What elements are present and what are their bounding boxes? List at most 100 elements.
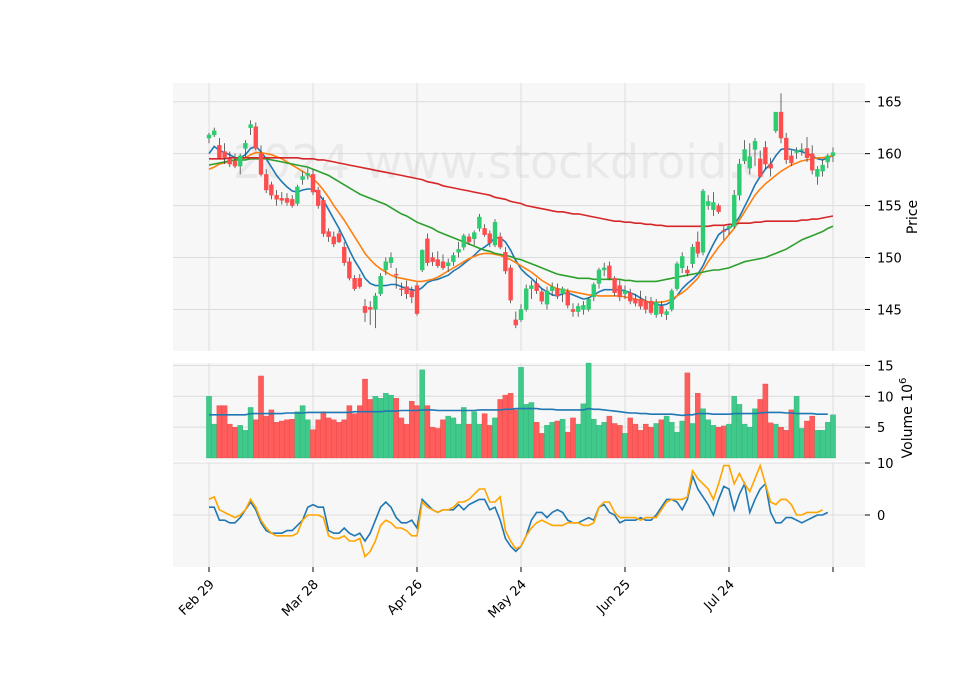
volume-bar [403,423,410,459]
volume-bar [216,405,223,459]
candle-body [269,184,274,196]
volume-bar [752,408,758,459]
candle-body [456,249,461,253]
candle-body [586,298,591,310]
volume-bar [570,417,576,459]
volume-bar [830,414,836,459]
volume-bar [305,419,311,459]
volume-axis-label-exp: 6 [898,378,909,384]
volume-axis-label: Volume 106 [898,378,916,459]
volume-bar [279,420,285,459]
volume-bar [705,419,711,459]
oscillator-line [209,473,829,553]
volume-bar [596,425,602,459]
candle-body [295,186,300,204]
volume-bar [513,409,519,459]
candle-body [784,137,789,161]
candle-body [440,261,446,269]
candle-body [362,306,368,313]
oscillator-tick-label: 10 [877,457,894,472]
candle-body [654,301,659,315]
volume-bar [658,419,665,459]
volume-bar [523,404,529,459]
candle-body [752,140,758,150]
candle-body [248,124,253,128]
volume-bar [819,430,826,459]
candle-body [680,256,685,269]
volume-bar [362,378,368,459]
candle-body [726,226,732,229]
candle-body [695,241,700,254]
volume-bar [461,407,467,459]
volume-bar [263,415,269,459]
candle-body [638,298,643,307]
volume-bar [637,430,644,459]
volume-bar [731,396,737,459]
candle-body [435,259,440,267]
candle-body [378,276,383,295]
candle-body [628,292,633,302]
candle-body [316,189,321,206]
x-tick-label: Mar 28 [279,577,322,620]
candle-body [357,278,362,287]
volume-bar [767,422,774,459]
volume-bar [258,375,264,459]
volume-bar [825,422,831,459]
volume-ma-line [209,407,828,417]
candle-body [430,257,435,262]
volume-bar [747,427,753,459]
candle-body [258,153,264,175]
candle-body [227,158,233,165]
candle-body [576,306,581,312]
volume-bar [388,394,394,459]
volume-bar [310,429,316,459]
candle-body [659,306,664,314]
volume-bar [351,413,358,459]
volume-bar [273,422,280,459]
volume-bar [336,422,342,459]
volume-bar [793,396,800,459]
candle-body [305,173,310,176]
candle-body [633,298,638,304]
candle-body [778,111,784,139]
volume-bar [221,405,228,459]
price-axis-label: Price [905,200,921,234]
volume-bar [502,394,509,459]
candle-body [794,150,799,153]
volume-bar [247,407,254,459]
volume-bar [585,362,592,459]
volume-bar [788,409,795,459]
volume-bar [242,430,249,459]
x-tick-label: Jun 25 [594,577,634,617]
volume-bar [643,423,649,459]
volume-bar [346,405,353,459]
candle-body [674,263,680,289]
x-tick-label: Apr 26 [385,577,426,618]
volume-bar [414,405,420,459]
price-tick-label: 165 [877,96,902,111]
watermark: 2024 www.stockdroid.c [233,135,767,189]
candlesticks [206,93,836,329]
volume-bar [622,433,628,459]
volume-bar [539,433,545,459]
volume-bar [653,423,659,459]
candle-body [643,300,648,310]
candle-body [300,176,305,180]
candle-body [274,194,279,200]
x-tick-label: Jul 24 [701,577,738,614]
price-panel-bg [173,83,865,351]
candle-body [373,295,378,310]
candle-body [217,145,222,158]
candle-body [732,194,737,227]
candle-body [534,283,539,291]
candle-body [264,174,269,191]
candle-body [737,163,742,196]
candle-body [596,269,602,284]
volume-bar [533,422,540,459]
volume-bar [325,417,332,459]
oscillator-lines [208,463,829,559]
candle-body [310,174,316,193]
candle-body [810,153,815,171]
candle-body [290,199,295,206]
candle-body [716,205,721,213]
